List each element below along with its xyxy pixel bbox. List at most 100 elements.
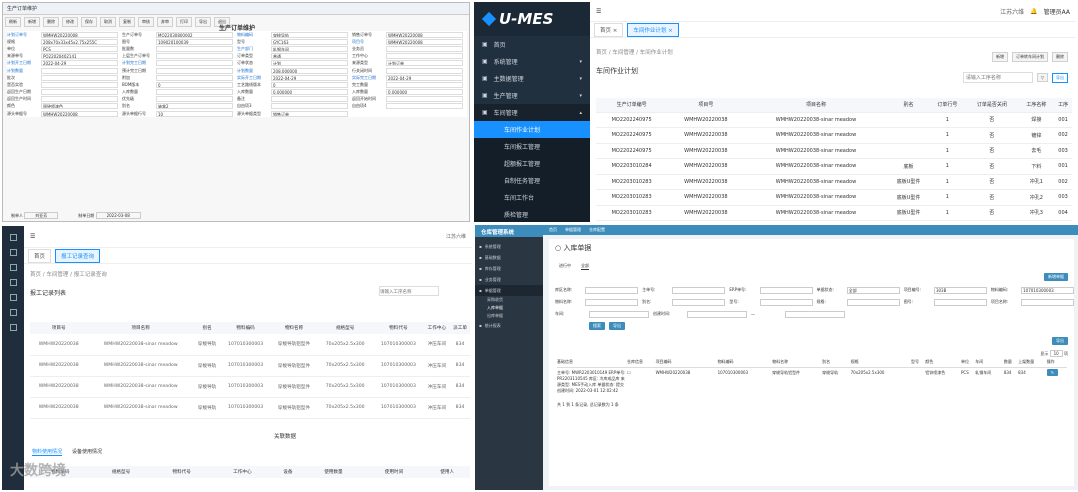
tab[interactable]: 首页 (28, 248, 52, 263)
submenu-item[interactable]: 质检管理 (474, 206, 590, 222)
field-input[interactable]: 轧钢车间 (271, 45, 348, 52)
sidebar-item[interactable]: ▪ 基础数据 (475, 252, 543, 263)
filter-input[interactable]: 107010300003 (1021, 286, 1075, 294)
sidebar-item[interactable]: ▪ 单据管理 (475, 285, 543, 296)
filter-input[interactable]: 全部 (846, 286, 900, 294)
user-name[interactable]: 管理员AA (1043, 9, 1070, 16)
field-input[interactable]: WMHW20220008 (41, 110, 118, 117)
toolbar-button[interactable]: 导出 (195, 17, 211, 27)
action-button[interactable]: 删除 (1052, 52, 1068, 62)
field-input[interactable] (156, 67, 233, 74)
tab[interactable]: 进行中 (559, 263, 571, 268)
settings-icon[interactable] (9, 309, 17, 316)
field-input[interactable] (386, 53, 463, 60)
field-input[interactable]: MO22030800002 (156, 31, 233, 38)
toolbar-button[interactable]: 打印 (176, 17, 192, 27)
toolbar-button[interactable]: 退出 (214, 17, 230, 27)
search-button[interactable]: 搜索 (589, 322, 605, 330)
sidebar-item[interactable]: ▪ 库存管理 (475, 263, 543, 274)
field-input[interactable] (386, 103, 463, 110)
field-input[interactable]: 208x70x33x45x2.75x255C (41, 38, 118, 45)
tab[interactable]: 车间作业计划 × (627, 22, 679, 37)
toolbar-button[interactable]: 取消 (100, 17, 116, 27)
field-input[interactable] (386, 67, 463, 74)
field-input[interactable] (41, 74, 118, 81)
field-input[interactable]: WMHW20220008 (41, 31, 118, 38)
tab[interactable]: 全部 (581, 263, 589, 270)
tab[interactable]: 报工记录查询 (55, 248, 101, 263)
sidebar-item[interactable]: ▣ 主数据管理 ▾ (474, 70, 590, 87)
list-icon[interactable] (9, 264, 17, 271)
tab[interactable]: 首页 × (594, 22, 624, 37)
table-row[interactable]: MO2202240975 WMHW20220038 WMHW20220038-sin… (596, 112, 1072, 128)
field-input[interactable]: 轴盒2 (156, 103, 233, 110)
table-row[interactable]: MO2203010283 WMHW20220038 WMHW20220038-sin… (596, 174, 1072, 190)
filter-input[interactable] (589, 310, 649, 318)
field-input[interactable]: 2022-04-29 (41, 60, 118, 67)
menu-toggle-icon[interactable]: ☰ (596, 8, 602, 15)
bell-icon[interactable]: 🔔 (1030, 8, 1038, 15)
filter-input[interactable] (672, 286, 726, 294)
field-input[interactable] (386, 45, 463, 52)
filter-input[interactable] (785, 310, 845, 318)
table-row[interactable]: WMHW20220038 WMHW20220038-sinar meadow 穿梭导… (30, 397, 470, 419)
sidebar-item[interactable]: ▪ 系统管理 (475, 241, 543, 252)
submenu-item[interactable]: 车间作业计划 (474, 121, 590, 138)
field-input[interactable] (156, 96, 233, 103)
filter-input[interactable] (1021, 298, 1075, 306)
field-input[interactable] (41, 96, 118, 103)
export2-button[interactable]: 导出 (1052, 337, 1068, 345)
sidebar-item[interactable]: ▣ 首页 (474, 36, 590, 53)
submenu-item[interactable]: 超额报工管理 (474, 155, 590, 172)
field-input[interactable]: 2022-04-29 (271, 74, 348, 81)
header-link[interactable]: 仓库配置 (589, 227, 605, 232)
table-row[interactable]: WMHW20220038 WMHW20220038-sinar meadow 穿梭导… (30, 355, 470, 377)
submenu-item[interactable]: 车间工作台 (474, 189, 590, 206)
field-input[interactable]: GYC163 (271, 38, 348, 45)
submenu-item[interactable]: 出库单据 (487, 313, 503, 318)
filter-input[interactable] (585, 286, 639, 294)
field-input[interactable]: 0.000000 (271, 89, 348, 96)
field-input[interactable]: 穿梭导轨 (271, 31, 348, 38)
table-row[interactable]: WMHW20220038 WMHW20220038-sinar meadow 穿梭导… (30, 376, 470, 398)
filter-input[interactable] (846, 298, 900, 306)
action-button[interactable]: 新增 (992, 52, 1008, 62)
toolbar-button[interactable]: 弃审 (157, 17, 173, 27)
field-input[interactable] (386, 81, 463, 88)
toolbar-button[interactable]: 保存 (81, 17, 97, 27)
new-doc-button[interactable]: 新增单据 (1044, 273, 1068, 281)
field-input[interactable]: WMHW20220008 (386, 31, 463, 38)
export-button[interactable]: 导出 (609, 322, 625, 330)
field-input[interactable]: PCS (41, 45, 118, 52)
field-input[interactable] (271, 103, 348, 110)
header-link[interactable]: 单据管理 (565, 227, 581, 232)
field-input[interactable]: PO22020402141 (41, 53, 118, 60)
field-input[interactable]: 0 (271, 81, 348, 88)
submenu-item[interactable]: 自制任务管理 (474, 172, 590, 189)
field-input[interactable] (156, 45, 233, 52)
sidebar-item[interactable]: ▪ 业务管理 (475, 274, 543, 285)
page-size[interactable]: 显示 10 项 (1040, 350, 1068, 357)
field-input[interactable]: 普通 (271, 53, 348, 60)
checkbox[interactable]: ☐ (627, 369, 631, 375)
field-input[interactable] (156, 60, 233, 67)
header-link[interactable]: 首页 (549, 227, 557, 232)
field-input[interactable]: 银钟喷漆色 (41, 103, 118, 110)
submenu-item[interactable]: 入库单据 (487, 305, 503, 310)
field-input[interactable] (41, 67, 118, 74)
factory-icon[interactable] (9, 279, 17, 286)
field-input[interactable]: 销售订单 (271, 110, 348, 117)
table-row[interactable]: MO2203010284 WMHW20220038 WMHW20220038-sin… (596, 158, 1072, 175)
chart-icon[interactable] (9, 294, 17, 301)
menu-toggle-icon[interactable]: ☰ (30, 233, 36, 240)
field-input[interactable] (41, 89, 118, 96)
table-row[interactable]: MO2203010283 WMHW20220038 WMHW20220038-sin… (596, 189, 1072, 206)
toolbar-button[interactable]: 修改 (62, 17, 78, 27)
field-input[interactable] (271, 96, 348, 103)
filter-input[interactable] (759, 298, 813, 306)
toolbar-button[interactable]: 刷新 (5, 17, 21, 27)
export-button[interactable]: 导出 (1052, 72, 1068, 83)
sidebar-item[interactable]: ▪ 统计报表 (475, 320, 543, 331)
field-input[interactable] (156, 89, 233, 96)
edit-button[interactable]: ✎ (1046, 368, 1059, 376)
